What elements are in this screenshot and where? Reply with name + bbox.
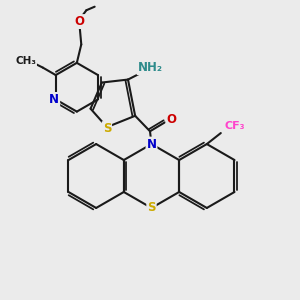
- Text: NH₂: NH₂: [137, 61, 163, 74]
- Text: CH₃: CH₃: [15, 56, 36, 66]
- Text: CF₃: CF₃: [224, 121, 245, 131]
- Text: O: O: [75, 15, 85, 28]
- Text: S: S: [147, 202, 156, 214]
- Text: N: N: [49, 93, 59, 106]
- Text: N: N: [146, 138, 157, 151]
- Text: S: S: [103, 122, 111, 135]
- Text: O: O: [167, 113, 176, 126]
